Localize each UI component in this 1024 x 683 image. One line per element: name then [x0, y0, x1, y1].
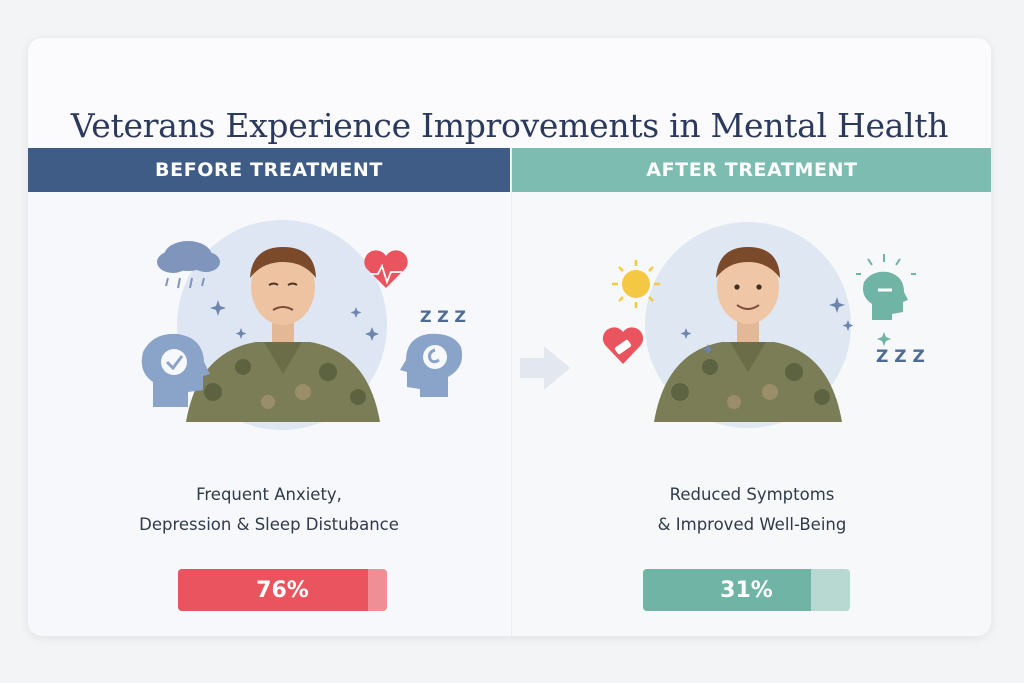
after-percent-bar: 31%: [643, 569, 850, 611]
infographic-card: Veterans Experience Improvements in Ment…: [28, 38, 991, 636]
sparkle-icon: [680, 297, 854, 355]
sad-soldier-icon: [186, 247, 380, 422]
after-bar-fill: [643, 569, 811, 611]
before-heading: BEFORE TREATMENT: [28, 148, 510, 192]
before-percent-bar: 76%: [178, 569, 387, 611]
after-heading: AFTER TREATMENT: [512, 148, 991, 192]
page-title: Veterans Experience Improvements in Ment…: [70, 106, 949, 145]
transition-arrow-icon: [520, 346, 570, 390]
before-bar-fill: [178, 569, 369, 611]
before-illustration: Z Z Z: [141, 220, 466, 430]
before-desc-line2: Depression & Sleep Distubance: [139, 515, 399, 534]
sleep-zzz-icon: Z Z Z: [876, 347, 925, 367]
smiling-soldier-icon: [654, 247, 842, 422]
head-spiral-icon: [400, 333, 463, 397]
rain-cloud-icon: [157, 241, 220, 289]
after-desc-line2: & Improved Well-Being: [657, 515, 847, 534]
calm-head-icon: [856, 254, 916, 320]
sparkle-icon: [210, 300, 379, 341]
before-column: BEFORE TREATMENT: [28, 148, 510, 636]
sparkle-icon: [877, 332, 891, 346]
after-illustration: Z Z Z: [602, 222, 925, 428]
heart-pulse-icon: [364, 250, 408, 288]
sleep-zzz-icon: Z Z Z: [420, 307, 466, 326]
before-desc-line1: Frequent Anxiety,: [196, 485, 342, 504]
heart-bandage-icon: [602, 327, 644, 364]
head-check-icon: [141, 333, 210, 407]
after-percent-label: 31%: [720, 577, 773, 603]
before-percent-label: 76%: [256, 577, 309, 603]
after-description: Reduced Symptoms & Improved Well-Being: [512, 480, 991, 540]
before-description: Frequent Anxiety, Depression & Sleep Dis…: [28, 480, 510, 540]
after-column: AFTER TREATMENT: [511, 148, 991, 636]
after-desc-line1: Reduced Symptoms: [669, 485, 835, 504]
sun-icon: [612, 260, 660, 308]
